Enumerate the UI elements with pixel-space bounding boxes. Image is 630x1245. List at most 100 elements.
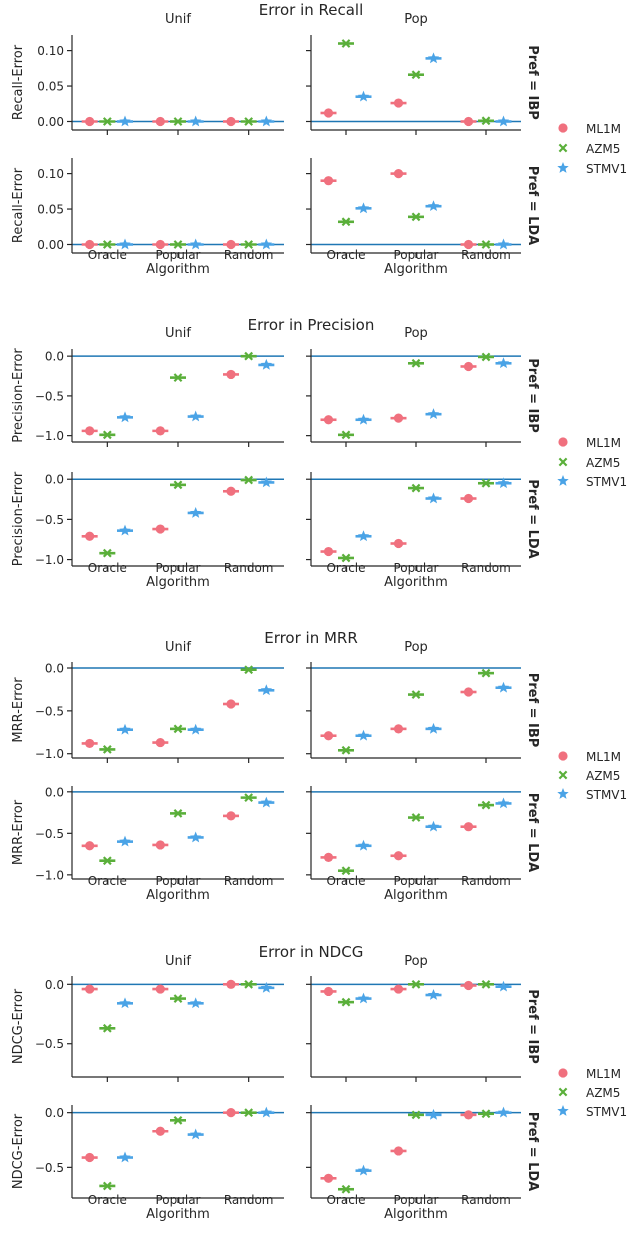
y-tick-label: −0.5	[35, 1037, 64, 1051]
point-stmv1-oracle	[357, 530, 370, 542]
row-label-lda: Pref = LDA	[525, 1112, 540, 1192]
point-ml1m-popular	[393, 724, 404, 734]
point-ml1m-oracle	[85, 239, 95, 250]
x-tick-label-popular: Popular	[156, 1193, 201, 1207]
column-label-pop: Pop	[404, 640, 428, 655]
point-azm5-oracle	[102, 117, 112, 126]
point-stmv1-oracle	[119, 524, 131, 536]
y-tick-label: 0.0	[45, 350, 64, 364]
x-tick-label-oracle: Oracle	[88, 561, 127, 575]
row-label-lda: Pref = LDA	[525, 166, 540, 246]
point-azm5-random-stroke-b	[481, 1109, 491, 1119]
point-azm5-popular-stroke-b	[173, 480, 183, 490]
point-azm5-random-stroke-b	[244, 793, 254, 803]
legend-marker-azm5	[558, 770, 568, 780]
point-azm5-oracle	[102, 1023, 112, 1033]
point-stmv1-oracle	[357, 729, 370, 741]
point-azm5-random	[481, 800, 491, 810]
point-azm5-oracle	[102, 240, 112, 249]
legend: ML1M AZM5 STMV1	[557, 1067, 627, 1119]
panel-r2-c1: 0.0 −0.5 −1.0 Oracle Popular Random MRR-Error	[11, 785, 284, 888]
point-azm5-oracle	[102, 430, 112, 440]
point-azm5-oracle	[102, 1181, 112, 1191]
row-label-ibp: Pref = IBP	[525, 45, 540, 120]
panel-r2-c2: Oracle Popular Random Pref = LDA	[306, 472, 540, 575]
point-ml1m-random	[226, 1108, 236, 1118]
legend-marker-ml1m	[558, 1068, 568, 1078]
point-stmv1-random	[497, 477, 510, 489]
x-tick-label-oracle: Oracle	[326, 874, 365, 888]
x-tick-label-random: Random	[461, 1193, 511, 1207]
legend-marker-azm5-stroke-b	[558, 770, 568, 780]
point-azm5-popular-stroke-b	[411, 690, 421, 699]
point-azm5-popular-stroke-b	[173, 117, 183, 126]
point-azm5-random-stroke-b	[244, 979, 254, 989]
point-stmv1-popular	[189, 115, 202, 127]
x-tick-label-random: Random	[224, 874, 274, 888]
point-azm5-popular-stroke-b	[173, 809, 183, 818]
point-ml1m-oracle	[85, 738, 95, 749]
x-tick-label-oracle: Oracle	[88, 1193, 127, 1207]
point-stmv1-random	[260, 684, 273, 696]
legend-marker-stmv1	[557, 162, 569, 173]
point-stmv1-random	[260, 796, 273, 808]
point-stmv1-random	[497, 357, 510, 369]
y-tick-label: −0.5	[35, 389, 64, 403]
point-stmv1-random	[260, 238, 273, 250]
y-axis-label: Precision-Error	[11, 471, 26, 566]
point-ml1m-popular	[155, 239, 165, 250]
chart-title: Error in MRR	[264, 629, 358, 647]
x-axis-label: Algorithm	[146, 262, 210, 277]
point-azm5-popular-stroke-b	[173, 373, 183, 382]
point-azm5-oracle	[102, 745, 112, 754]
legend-label-ml1m: ML1M	[586, 1067, 621, 1081]
point-azm5-oracle	[341, 745, 351, 755]
point-stmv1-random	[260, 358, 273, 370]
y-tick-label: −0.5	[35, 513, 64, 527]
point-azm5-popular	[173, 1115, 183, 1125]
y-tick-label: −1.0	[35, 868, 64, 882]
x-tick-label-popular: Popular	[156, 248, 201, 262]
point-azm5-random	[244, 793, 254, 803]
point-ml1m-oracle	[85, 984, 95, 994]
x-tick-label-popular: Popular	[394, 1193, 439, 1207]
panel-r1-c1: 0.0 −0.5 NDCG-Error	[11, 976, 284, 1082]
legend-marker-ml1m	[558, 437, 568, 447]
point-azm5-popular-stroke-b	[173, 994, 183, 1003]
point-azm5-random	[244, 240, 254, 249]
y-tick-label: −0.5	[35, 827, 64, 841]
point-azm5-random-stroke-b	[481, 800, 491, 810]
point-stmv1-oracle	[357, 413, 370, 425]
point-ml1m-random	[226, 369, 236, 380]
y-tick-label: 0.10	[37, 167, 64, 181]
panel-r1-c1: 0.0 −0.5 −1.0 Precision-Error	[11, 348, 284, 447]
point-azm5-random	[481, 478, 491, 488]
panel-r1-c2: Pref = IBP	[306, 976, 540, 1082]
x-axis-label: Algorithm	[146, 1207, 210, 1222]
point-azm5-oracle-stroke-b	[102, 117, 112, 126]
y-tick-label: 0.0	[45, 978, 64, 992]
point-azm5-popular	[173, 480, 183, 490]
y-tick-label: 0.0	[45, 473, 64, 487]
y-axis-label: Precision-Error	[11, 348, 26, 443]
chart-title: Error in Precision	[248, 316, 375, 334]
y-axis-label: NDCG-Error	[11, 988, 26, 1064]
point-azm5-random	[244, 475, 254, 485]
x-tick-label-random: Random	[461, 874, 511, 888]
point-ml1m-oracle	[85, 841, 95, 851]
chart-section-4: Error in NDCG Unif Pop 0.0 −0.5 NDCG-Error Pre…	[11, 943, 627, 1222]
point-stmv1-popular	[427, 408, 440, 420]
point-stmv1-oracle	[357, 90, 370, 102]
legend-marker-ml1m	[558, 751, 568, 761]
x-tick-label-oracle: Oracle	[326, 1193, 365, 1207]
point-azm5-oracle-stroke-b	[102, 1181, 112, 1191]
legend-label-ml1m: ML1M	[586, 436, 621, 450]
point-azm5-oracle-stroke-b	[341, 997, 351, 1007]
point-ml1m-random	[463, 1110, 474, 1120]
column-label-unif: Unif	[165, 12, 191, 27]
point-azm5-random-stroke-b	[481, 352, 491, 362]
point-azm5-popular	[173, 809, 183, 818]
y-tick-label: 0.0	[45, 1106, 64, 1120]
legend-label-azm5: AZM5	[586, 142, 620, 156]
